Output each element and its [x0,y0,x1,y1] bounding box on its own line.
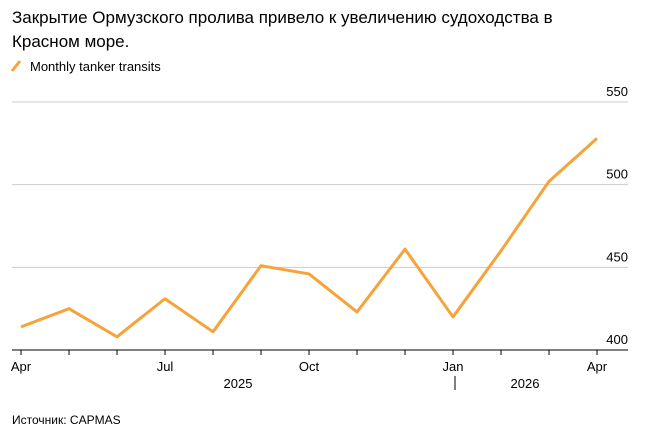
x-tick-label: Oct [299,359,320,374]
x-tick-label: Apr [11,359,32,374]
y-tick-label: 550 [606,84,628,99]
source: Источник: CAPMAS [12,413,121,427]
y-tick-label: 400 [606,332,628,347]
x-tick-label: Jul [157,359,174,374]
x-tick-label: Apr [587,359,608,374]
legend-label: Monthly tanker transits [30,59,161,74]
year-label: 2025 [224,376,253,391]
data-line [20,137,599,339]
y-tick-label: 450 [606,249,628,264]
x-tick-label: Jan [443,359,464,374]
chart-title: Закрытие Ормузского пролива привело к ув… [12,8,553,51]
year-label: 2026 [511,376,540,391]
legend-icon [10,60,22,72]
y-tick-label: 500 [606,167,628,182]
